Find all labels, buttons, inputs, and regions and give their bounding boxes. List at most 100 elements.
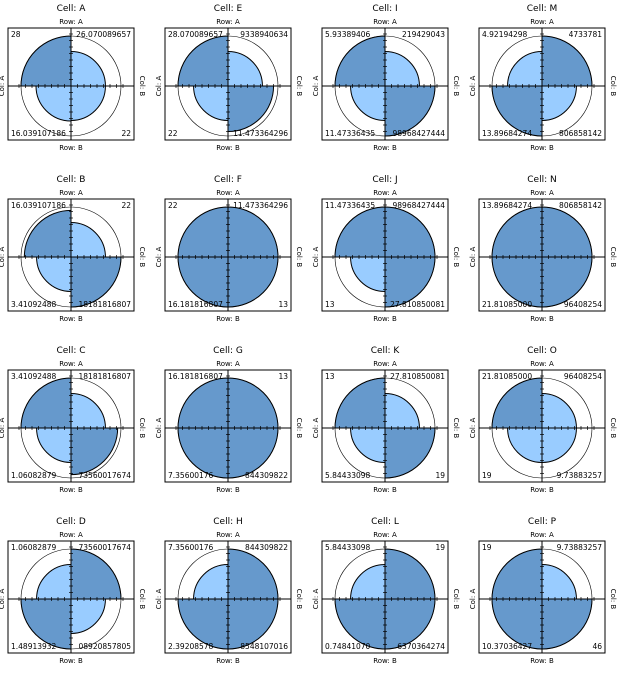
panel-p: Cell: P Row: A Row: B Col: A Col: B 19 9.73883…	[469, 517, 617, 665]
quadrant-tl	[350, 564, 386, 600]
row-bottom-label: Row: B	[59, 657, 83, 665]
col-right-label: Col: B	[138, 247, 146, 268]
col-left-label: Col: A	[469, 418, 477, 439]
panel-title: Cell: A	[57, 4, 87, 14]
value-top-left: 28.070089657	[168, 30, 223, 39]
quadrant-tr	[70, 222, 106, 258]
col-left-label: Col: A	[0, 247, 6, 268]
row-top-label: Row: A	[216, 189, 240, 197]
row-top-label: Row: A	[373, 18, 397, 26]
panel-title: Cell: M	[527, 4, 557, 14]
value-bottom-left: 21.81085000	[482, 300, 532, 309]
col-right-label: Col: B	[609, 76, 617, 97]
row-bottom-label: Row: B	[216, 315, 240, 323]
row-bottom-label: Row: B	[530, 144, 554, 152]
value-bottom-right: 46	[592, 642, 602, 651]
col-left-label: Col: A	[312, 76, 320, 97]
value-bottom-right: 27.810850081	[390, 300, 445, 309]
quadrant-br	[541, 427, 577, 463]
value-bottom-right: 8548107016	[240, 642, 288, 651]
quadrant-br	[70, 427, 119, 476]
row-top-label: Row: A	[59, 531, 83, 539]
panel-title: Cell: B	[57, 175, 86, 185]
value-top-right: 19	[435, 543, 445, 552]
col-left-label: Col: A	[155, 589, 163, 610]
value-top-left: 16.039107186	[11, 201, 66, 210]
col-right-label: Col: B	[452, 247, 460, 268]
value-top-right: 26.070089657	[76, 30, 131, 39]
value-top-right: 13	[278, 372, 288, 381]
value-bottom-left: 1.06082879	[11, 471, 57, 480]
value-top-left: 22	[168, 201, 178, 210]
value-bottom-left: 16.039107186	[11, 129, 66, 138]
value-top-right: 844309822	[245, 543, 288, 552]
panel-title: Cell: G	[213, 346, 243, 356]
value-bottom-right: 22	[121, 129, 131, 138]
value-bottom-right: 08920857805	[79, 642, 132, 651]
panel-j: Cell: J Row: A Row: B Col: A Col: B 11.473364…	[312, 175, 460, 323]
value-bottom-right: 98968427444	[393, 129, 446, 138]
quadrant-bl	[507, 427, 543, 463]
col-left-label: Col: A	[312, 247, 320, 268]
row-top-label: Row: A	[530, 531, 554, 539]
quadrant-tr	[70, 51, 106, 87]
col-left-label: Col: A	[0, 589, 6, 610]
row-top-label: Row: A	[59, 18, 83, 26]
quadrant-bl	[350, 85, 386, 121]
row-top-label: Row: A	[530, 189, 554, 197]
value-top-right: 73560017674	[79, 543, 132, 552]
quadrant-tr	[384, 393, 420, 429]
panel-e: Cell: E Row: A Row: B Col: A Col: B 28.070089…	[155, 4, 303, 152]
panel-a: Cell: A Row: A Row: B Col: A Col: B 28 26.0700…	[0, 4, 146, 152]
value-bottom-right: 96408254	[564, 300, 602, 309]
col-left-label: Col: A	[469, 247, 477, 268]
value-bottom-right: 6370364274	[397, 642, 445, 651]
panel-title: Cell: L	[371, 517, 399, 527]
col-right-label: Col: B	[295, 247, 303, 268]
value-bottom-left: 13	[325, 300, 335, 309]
panel-m: Cell: M Row: A Row: B Col: A Col: B 4.9219429…	[469, 4, 617, 152]
value-bottom-left: 1.48913932	[11, 642, 57, 651]
row-top-label: Row: A	[216, 18, 240, 26]
row-top-label: Row: A	[216, 360, 240, 368]
row-bottom-label: Row: B	[216, 657, 240, 665]
value-bottom-left: 0.74841070	[325, 642, 371, 651]
value-bottom-right: 19	[435, 471, 445, 480]
row-top-label: Row: A	[530, 18, 554, 26]
value-top-left: 3.41092488	[11, 372, 57, 381]
value-top-right: 9.73883257	[557, 543, 603, 552]
col-left-label: Col: A	[155, 418, 163, 439]
row-top-label: Row: A	[59, 189, 83, 197]
quadrant-bl	[350, 256, 386, 292]
value-top-left: 1.06082879	[11, 543, 57, 552]
quadrant-tl	[507, 51, 543, 87]
row-top-label: Row: A	[216, 531, 240, 539]
col-right-label: Col: B	[295, 418, 303, 439]
value-top-right: 96408254	[564, 372, 602, 381]
panel-n: Cell: N Row: A Row: B Col: A Col: B 13.896842…	[469, 175, 617, 323]
panel-title: Cell: C	[57, 346, 86, 356]
value-bottom-left: 3.41092488	[11, 300, 57, 309]
row-bottom-label: Row: B	[373, 144, 397, 152]
quadrant-tr	[70, 393, 106, 429]
col-right-label: Col: B	[138, 76, 146, 97]
panel-l: Cell: L Row: A Row: B Col: A Col: B 5.8443309…	[312, 517, 460, 665]
panel-h: Cell: H Row: A Row: B Col: A Col: B 7.3560017…	[155, 517, 303, 665]
value-bottom-left: 19	[482, 471, 492, 480]
row-bottom-label: Row: B	[373, 315, 397, 323]
value-top-left: 13.89684274	[482, 201, 532, 210]
col-right-label: Col: B	[138, 418, 146, 439]
quadrant-tr	[541, 564, 577, 600]
panel-title: Cell: F	[214, 175, 242, 185]
value-top-right: 18181816807	[79, 372, 132, 381]
value-bottom-left: 7.35600176	[168, 471, 214, 480]
col-left-label: Col: A	[0, 76, 6, 97]
value-top-left: 5.84433098	[325, 543, 371, 552]
quadrant-br	[541, 85, 577, 121]
row-bottom-label: Row: B	[59, 315, 83, 323]
col-right-label: Col: B	[452, 589, 460, 610]
panel-f: Cell: F Row: A Row: B Col: A Col: B 22 11.4733…	[155, 175, 303, 323]
row-top-label: Row: A	[373, 531, 397, 539]
quadrant-br	[70, 598, 106, 634]
value-bottom-right: 9.73883257	[557, 471, 603, 480]
